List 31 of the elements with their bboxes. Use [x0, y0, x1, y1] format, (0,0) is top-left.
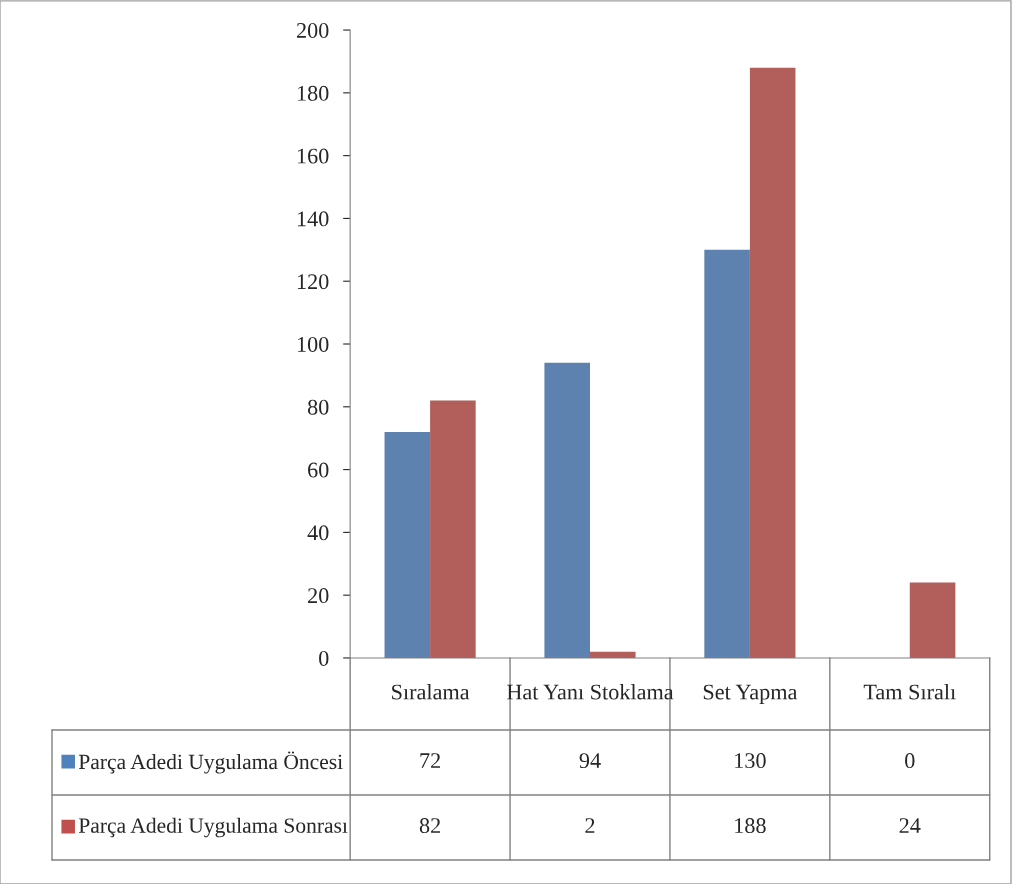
y-tick-label: 200	[296, 22, 329, 38]
y-tick-label: 100	[297, 336, 329, 352]
data-label: 130	[735, 753, 766, 769]
bar	[749, 67, 796, 658]
data-label: 24	[899, 818, 921, 833]
bar	[384, 431, 431, 658]
x-tick-label: Tam Sıralı	[863, 683, 956, 700]
data-label: 72	[420, 753, 440, 768]
bar	[909, 582, 956, 658]
x-tick-label: Set Yapma	[703, 684, 798, 705]
data-label: 82	[419, 818, 440, 834]
bar	[430, 400, 476, 658]
y-tick-label: 180	[297, 85, 329, 101]
data-label: 94	[579, 753, 601, 769]
y-tick-label: 60	[308, 462, 329, 478]
y-tick-label: 120	[297, 274, 329, 290]
data-label: 0	[905, 753, 915, 769]
x-tick-label: Sıralama	[392, 683, 470, 700]
legend-label: Parça Adedi Uygulama Öncesi	[78, 751, 343, 774]
y-tick-label: 80	[307, 399, 329, 415]
y-tick-label: 140	[297, 211, 329, 227]
x-tick-label: Hat Yanı Stoklama	[506, 683, 674, 700]
data-label: 2	[585, 818, 595, 833]
y-tick-label: 40	[307, 525, 329, 541]
data-label: 188	[735, 818, 766, 834]
legend-label: Parça Adedi Uygulama Sonrası	[78, 817, 348, 838]
y-tick-label: 160	[297, 148, 329, 164]
bar	[704, 249, 750, 658]
y-tick-label: 20	[308, 588, 329, 604]
y-tick-label: 0	[319, 650, 329, 666]
bar	[544, 362, 590, 658]
